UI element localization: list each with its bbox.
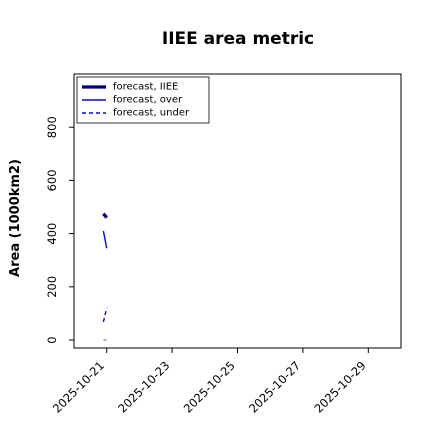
- y-tick-label: 200: [45, 276, 59, 298]
- chart-title: IIEE area metric: [162, 29, 314, 49]
- x-tick-label: 2025-10-25: [181, 358, 238, 415]
- x-tick-label: 2025-10-23: [115, 358, 172, 415]
- legend-label: forecast, over: [113, 95, 183, 106]
- legend-label: forecast, under: [113, 108, 190, 119]
- y-axis: 0 200 400 600 800: [45, 116, 74, 344]
- legend-box: [76, 76, 210, 124]
- y-axis-label: Area (1000km2): [8, 159, 23, 277]
- series-line-forecast-iiee: [102, 212, 108, 219]
- y-tick-label: 600: [45, 169, 59, 191]
- legend-label: forecast, IIEE: [113, 82, 178, 93]
- series-line-forecast-over: [102, 230, 108, 249]
- x-tick-label: 2025-10-27: [246, 358, 303, 415]
- y-tick-label: 0: [45, 336, 59, 343]
- x-axis: 2025-10-21 2025-10-23 2025-10-25 2025-10-27…: [50, 348, 369, 416]
- y-tick-label: 800: [45, 116, 59, 138]
- y-tick-label: 400: [45, 223, 59, 245]
- x-tick-label: 2025-10-21: [50, 358, 107, 415]
- series-line-forecast-under: [102, 307, 108, 323]
- legend: forecast, IIEE forecast, over forecast, un…: [76, 76, 210, 124]
- series-layer: [102, 212, 108, 341]
- x-tick-label: 2025-10-29: [311, 358, 368, 415]
